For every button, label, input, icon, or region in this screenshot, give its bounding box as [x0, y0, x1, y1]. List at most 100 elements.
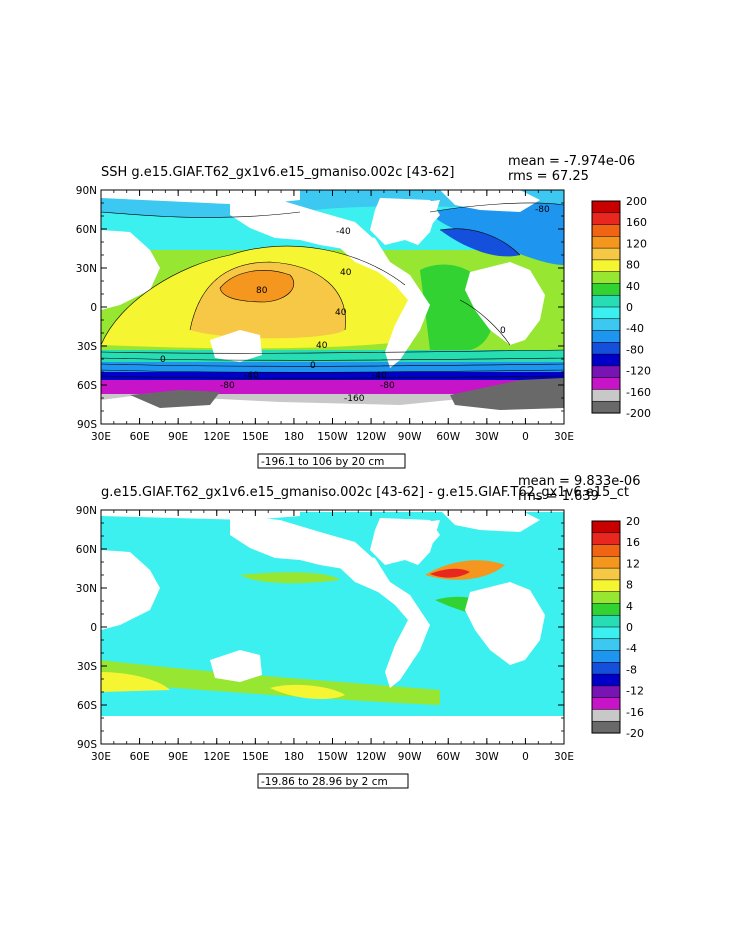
colorbar-swatch: [591, 200, 621, 214]
lon-tick-label: 180: [284, 431, 304, 443]
panel2-map: [101, 510, 564, 744]
lon-tick-label: 90W: [398, 751, 422, 763]
panel2-title: g.e15.GIAF.T62_gx1v6.e15_gmaniso.002c [4…: [101, 485, 629, 500]
colorbar-label: -4: [626, 642, 637, 655]
panel1-map: 80 40 40 40 0 0 -40 -40 -80 -160 -40 -80…: [101, 190, 564, 424]
contour-label: -40: [336, 227, 351, 237]
lon-tick-label: 150E: [242, 751, 269, 763]
lat-tick-label: 30N: [76, 583, 97, 595]
colorbar-swatch: [591, 603, 621, 616]
lat-tick-label: 60N: [76, 544, 97, 556]
lon-tick-label: 30W: [475, 431, 499, 443]
contour-label: -80: [380, 381, 395, 391]
colorbar-swatch: [591, 544, 621, 557]
colorbar-label: 0: [626, 621, 633, 634]
colorbar-swatch: [591, 342, 621, 355]
panel2-mean: mean = 9.833e-06: [518, 474, 640, 489]
lon-tick-label: 60E: [130, 431, 150, 443]
lon-tick-label: 30E: [91, 431, 111, 443]
panel1-rms: rms = 67.25: [508, 169, 589, 184]
colorbar-label: -12: [626, 685, 644, 698]
contour-label: -160: [344, 394, 365, 404]
colorbar-label: -120: [626, 365, 651, 378]
colorbar-label: 4: [626, 600, 633, 613]
colorbar-label: 120: [626, 237, 647, 250]
lon-tick-label: 90W: [398, 431, 422, 443]
lon-tick-label: 120E: [203, 751, 230, 763]
colorbar-label: 40: [626, 280, 640, 293]
lat-tick-label: 90S: [77, 739, 97, 751]
panel2-range-box: [257, 773, 409, 789]
contour-label: -80: [535, 205, 550, 215]
lat-tick-label: 0: [90, 302, 97, 314]
contour-label: -40: [244, 371, 259, 381]
colorbar-label: -8: [626, 663, 637, 676]
panel1-range-box: [257, 453, 406, 469]
colorbar-swatch: [591, 626, 621, 640]
contour-label: 40: [316, 341, 328, 351]
contour-label: -40: [372, 371, 387, 381]
lat-tick-label: 60S: [77, 700, 97, 712]
lon-tick-label: 120W: [356, 431, 387, 443]
lon-tick-label: 0: [522, 751, 529, 763]
panel1-contours: [101, 202, 564, 379]
lat-tick-label: 60N: [76, 224, 97, 236]
contour-label: -80: [220, 381, 235, 391]
colorbar-swatch: [591, 306, 621, 320]
colorbar-swatch: [591, 662, 621, 675]
colorbar-swatch: [591, 685, 621, 699]
lon-tick-label: 30W: [475, 751, 499, 763]
colorbar-swatch: [591, 591, 621, 604]
colorbar-swatch: [591, 283, 621, 296]
colorbar-label: 16: [626, 536, 640, 549]
colorbar-label: 8: [626, 579, 633, 592]
diff-panel: g.e15.GIAF.T62_gx1v6.e15_gmaniso.002c [4…: [76, 474, 644, 789]
colorbar-label: -20: [626, 727, 644, 740]
lon-tick-label: 60W: [436, 431, 460, 443]
colorbar-swatch: [591, 377, 621, 390]
colorbar-swatch: [591, 709, 621, 722]
lat-tick-label: 90S: [77, 419, 97, 431]
lat-tick-label: 90N: [76, 185, 97, 197]
lon-tick-label: 150W: [317, 751, 348, 763]
colorbar-swatch: [591, 579, 621, 593]
colorbar-label: 20: [626, 515, 640, 528]
colorbar-swatch: [591, 614, 621, 628]
colorbar-label: -16: [626, 706, 644, 719]
colorbar-swatch: [591, 236, 621, 249]
colorbar-swatch: [591, 720, 621, 734]
lon-tick-label: 150W: [317, 431, 348, 443]
lat-tick-label: 30S: [77, 661, 97, 673]
lon-tick-label: 30E: [554, 431, 574, 443]
panel1-land: [101, 190, 564, 424]
colorbar-swatch: [591, 638, 621, 652]
colorbar-swatch: [591, 271, 621, 284]
colorbar-swatch: [591, 697, 621, 710]
colorbar-label: 0: [626, 301, 633, 314]
lon-tick-label: 0: [522, 431, 529, 443]
lon-tick-label: 60W: [436, 751, 460, 763]
contour-label: 0: [310, 361, 316, 371]
contour-label: 0: [160, 355, 166, 365]
colorbar-swatch: [591, 532, 621, 546]
panel2-range-text: -19.86 to 28.96 by 2 cm: [261, 776, 388, 788]
panel1-range-text: -196.1 to 106 by 20 cm: [261, 456, 384, 468]
colorbar-label: -160: [626, 386, 651, 399]
panel1-colorbar: 200 160 120 80 40 0 -40 -80 -120 -160 -200: [591, 195, 651, 420]
panel1-mean: mean = -7.974e-06: [508, 154, 635, 169]
colorbar-swatch: [591, 567, 621, 581]
colorbar-label: -80: [626, 343, 644, 356]
panel2-colorbar: 20 16 12 8 4 0 -4 -8 -12 -16 -20: [591, 515, 644, 740]
colorbar-swatch: [591, 365, 621, 379]
lon-tick-label: 30E: [554, 751, 574, 763]
lon-tick-label: 90E: [168, 751, 188, 763]
colorbar-swatch: [591, 650, 621, 663]
contour-label: 80: [256, 286, 268, 296]
lon-tick-label: 120E: [203, 431, 230, 443]
colorbar-swatch: [591, 294, 621, 308]
lon-tick-label: 150E: [242, 431, 269, 443]
lat-tick-label: 90N: [76, 505, 97, 517]
lon-tick-label: 60E: [130, 751, 150, 763]
colorbar-swatch: [591, 259, 621, 273]
